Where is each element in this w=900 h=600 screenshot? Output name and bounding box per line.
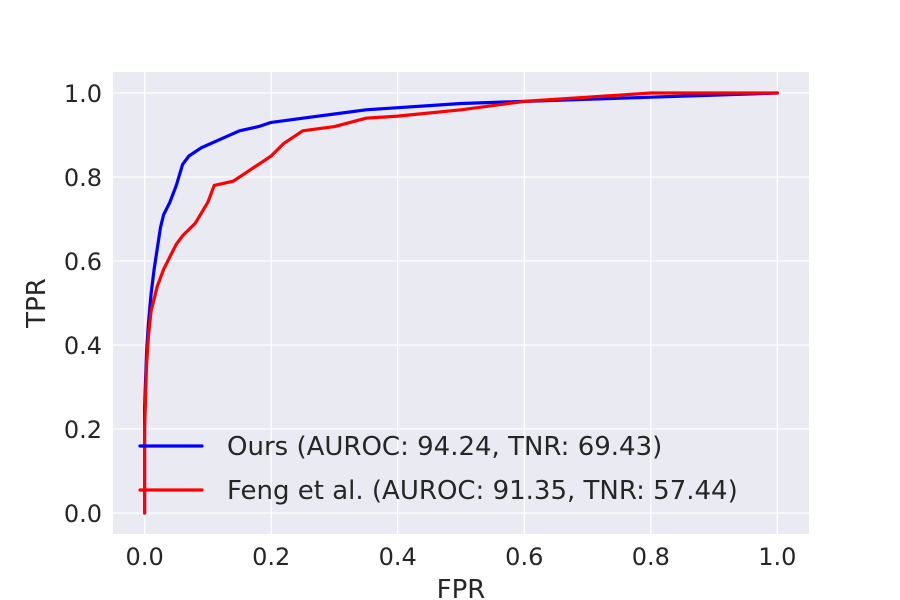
x-axis-label: FPR xyxy=(437,575,486,600)
y-axis-label: TPR xyxy=(22,278,52,329)
legend-label-1: Feng et al. (AUROC: 91.35, TNR: 57.44) xyxy=(227,476,738,506)
y-tick-label-5: 1.0 xyxy=(64,80,102,108)
legend: Ours (AUROC: 94.24, TNR: 69.43) Feng et a… xyxy=(138,432,738,506)
y-tick-label-0: 0.0 xyxy=(64,500,102,528)
x-tick-label-0: 0.0 xyxy=(126,543,164,571)
y-tick-label-2: 0.4 xyxy=(64,332,102,360)
plot-background xyxy=(113,72,809,534)
series-line-0 xyxy=(143,91,780,515)
y-tick-label-3: 0.6 xyxy=(64,248,102,276)
y-tick-label-1: 0.2 xyxy=(64,416,102,444)
x-tick-label-1: 0.2 xyxy=(252,543,290,571)
series-lines xyxy=(143,91,780,515)
x-tick-label-3: 0.6 xyxy=(505,543,543,571)
grid-lines xyxy=(113,72,809,534)
x-tick-label-4: 0.8 xyxy=(632,543,670,571)
y-tick-label-4: 0.8 xyxy=(64,164,102,192)
x-tick-label-2: 0.4 xyxy=(379,543,417,571)
series-line-1 xyxy=(143,91,780,515)
x-tick-label-5: 1.0 xyxy=(758,543,796,571)
tick-labels: 0.0 0.2 0.4 0.6 0.8 1.0 0.0 0.2 0.4 0.6 0.8 1.0 xyxy=(64,80,797,571)
legend-label-0: Ours (AUROC: 94.24, TNR: 69.43) xyxy=(227,432,662,462)
